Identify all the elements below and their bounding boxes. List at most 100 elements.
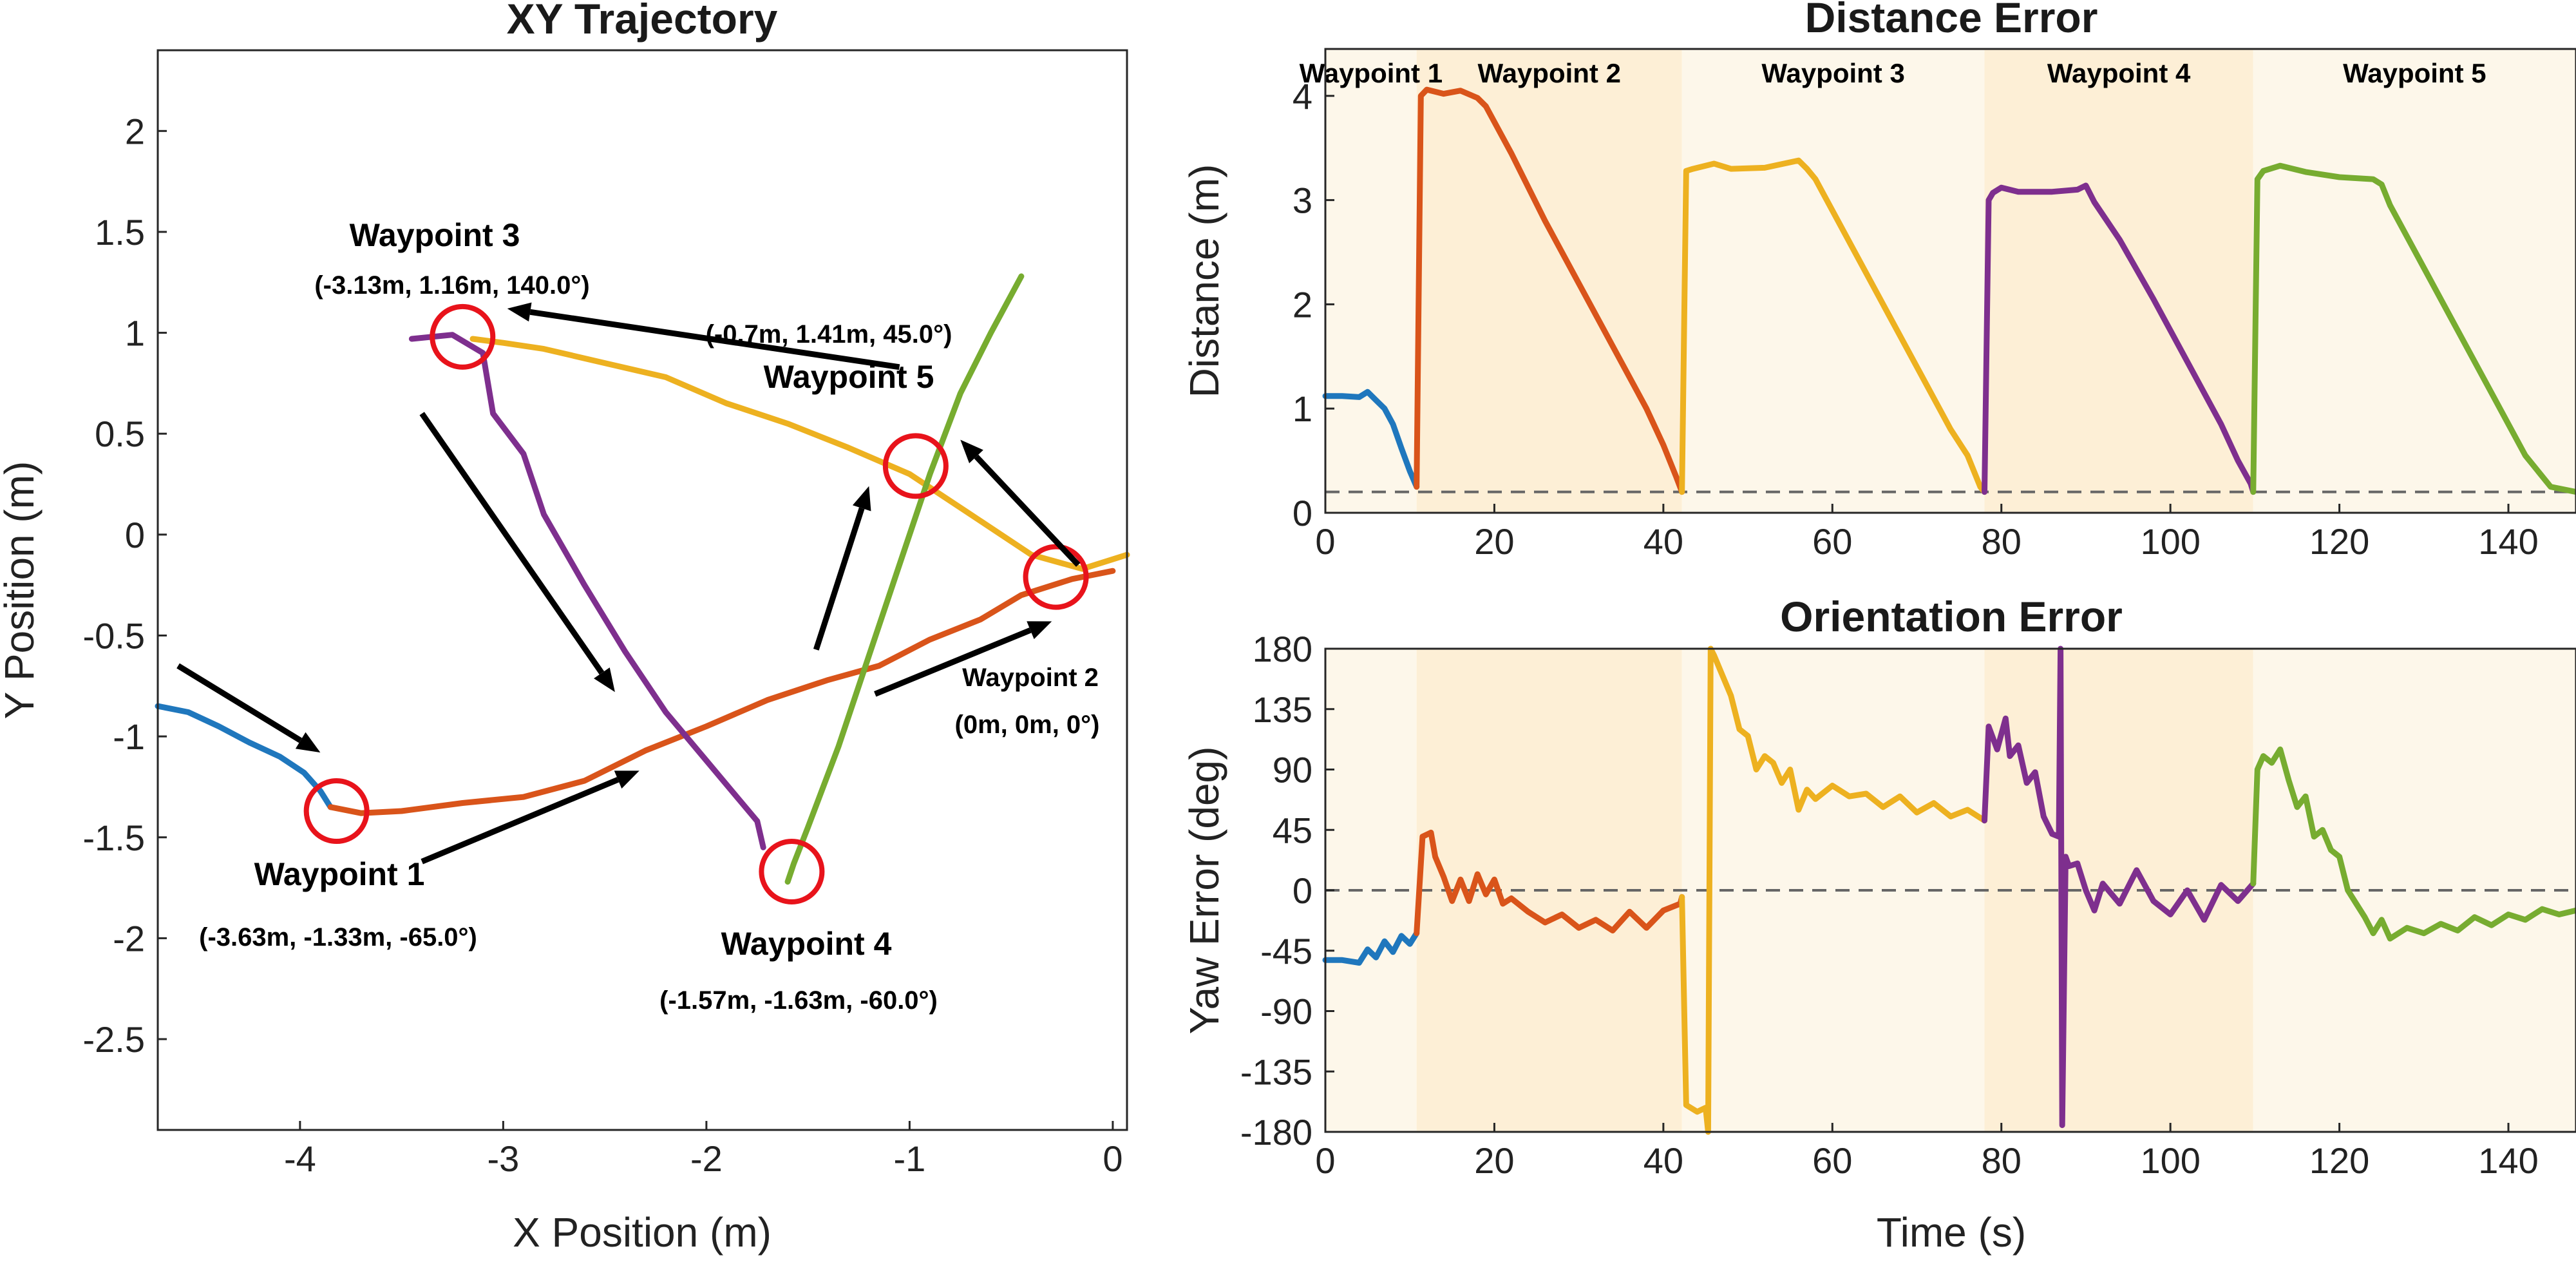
xy-y-tick-label: -0.5 — [83, 615, 146, 656]
distance-series-3 — [1679, 157, 1987, 495]
xy-axes-box — [156, 49, 1128, 1131]
waypoint-2-circle — [1023, 544, 1089, 610]
distance-y-tick-label: 0 — [1293, 493, 1312, 533]
xy-x-tick-label: -4 — [284, 1138, 316, 1179]
yaw-x-tick-label: 0 — [1315, 1140, 1335, 1181]
path-arrow-head — [852, 486, 871, 511]
xy-y-tick-label: -2.5 — [83, 1019, 146, 1060]
xy-y-axis-label: Y Position (m) — [0, 461, 43, 720]
distance-band-label-4: Waypoint 4 — [2047, 58, 2191, 88]
distance-band-label-2: Waypoint 2 — [1477, 58, 1620, 88]
path-arrow-head — [1027, 621, 1052, 640]
xy-trajectory-panel: XY Trajectory -4 -3 -2 -1 0 -2.5 -2 -1.5 -1 -0.5 0… — [0, 0, 1130, 1256]
xy-x-tick-label: -3 — [487, 1138, 519, 1179]
path-arrow-shaft — [421, 777, 620, 865]
waypoint-4-circle — [759, 839, 825, 905]
xy-tick-labels: -4 -3 -2 -1 0 -2.5 -2 -1.5 -1 -0.5 0 0.5 1 1.5 2 — [83, 111, 1123, 1179]
xy-y-tick-label: 0 — [125, 515, 145, 555]
xy-series-5 — [784, 273, 1025, 885]
xy-x-tick-label: -1 — [894, 1138, 926, 1179]
xy-y-tick-label: 1 — [125, 313, 145, 354]
yaw-x-tick-label: 120 — [2309, 1140, 2369, 1181]
path-arrow-head — [614, 770, 639, 789]
yaw-x-tick-label: 100 — [2140, 1140, 2200, 1181]
distance-band-3 — [1681, 49, 1985, 513]
orientation-chart-title: Orientation Error — [1780, 593, 2123, 640]
xy-x-tick-label: 0 — [1103, 1138, 1122, 1179]
waypoint-1-circle — [303, 778, 370, 845]
path-arrow-shaft — [176, 663, 303, 743]
yaw-y-tick-label: -135 — [1240, 1051, 1312, 1092]
waypoint-2-coords: (0m, 0m, 0°) — [955, 711, 1100, 739]
xy-y-tick-label: 0.5 — [95, 414, 145, 454]
yaw-tick-labels: 0 20 40 60 80 100 120 140 -180 -135 -90 -45 0 45 90 135… — [1240, 629, 2539, 1181]
xy-y-tick-label: -2 — [113, 918, 145, 959]
xy-plot-area — [158, 50, 1127, 1130]
path-arrow-head — [960, 439, 983, 464]
waypoint-4-coords: (-1.57m, -1.63m, -60.0°) — [659, 986, 938, 1015]
xy-direction-arrows — [176, 302, 1081, 865]
distance-y-tick-label: 2 — [1293, 284, 1312, 325]
xy-chart-title: XY Trajectory — [507, 0, 778, 43]
distance-series-2 — [1414, 86, 1685, 495]
yaw-y-tick-label: -90 — [1260, 991, 1312, 1032]
xy-y-tick-label: -1 — [113, 716, 145, 757]
xy-series-3 — [469, 336, 1130, 572]
waypoint-3-circle — [430, 303, 496, 370]
distance-chart-title: Distance Error — [1805, 0, 2098, 41]
yaw-y-tick-label: -45 — [1260, 931, 1312, 971]
path-arrow-shaft — [529, 309, 900, 370]
waypoint-1-coords: (-3.63m, -1.33m, -65.0°) — [199, 923, 477, 951]
path-arrow-head — [594, 667, 615, 693]
distance-axes-box — [1324, 48, 2576, 514]
xy-y-tick-label: -1.5 — [83, 817, 146, 858]
path-arrow-shaft — [874, 627, 1032, 697]
path-arrow-shaft — [813, 507, 865, 651]
waypoint-3-coords: (-3.13m, 1.16m, 140.0°) — [314, 271, 589, 300]
yaw-x-tick-label: 140 — [2478, 1140, 2538, 1181]
yaw-series-4 — [1982, 645, 2257, 1129]
xy-series-4 — [408, 332, 766, 850]
yaw-series-5 — [2250, 746, 2576, 942]
yaw-x-tick-label: 40 — [1643, 1140, 1683, 1181]
distance-band-label-3: Waypoint 3 — [1761, 58, 1904, 88]
xy-y-tick-label: 2 — [125, 111, 145, 151]
distance-x-tick-label: 100 — [2140, 521, 2200, 562]
distance-x-tick-label: 80 — [1982, 521, 2022, 562]
distance-tick-labels: 0 20 40 60 80 100 120 140 0 1 2 3 4 — [1293, 76, 2539, 562]
distance-x-tick-label: 40 — [1643, 521, 1683, 562]
yaw-series-lines — [1322, 645, 2576, 1135]
distance-waypoint-bands — [1325, 49, 2576, 513]
waypoint-1-label: Waypoint 1 — [254, 856, 425, 892]
yaw-series-3 — [1679, 645, 1987, 1135]
path-arrow-shaft — [974, 454, 1081, 567]
distance-series-4 — [1982, 182, 2257, 495]
distance-y-tick-label: 4 — [1293, 76, 1312, 117]
yaw-y-tick-label: 45 — [1273, 810, 1312, 850]
distance-series-1 — [1322, 388, 1420, 490]
distance-y-tick-label: 3 — [1293, 180, 1312, 221]
waypoint-5-circle — [882, 433, 949, 499]
distance-series-lines — [1322, 86, 2576, 495]
waypoint-4-label: Waypoint 4 — [721, 926, 892, 962]
waypoint-5-coords: (-0.7m, 1.41m, 45.0°) — [706, 320, 952, 349]
distance-x-tick-label: 20 — [1474, 521, 1514, 562]
distance-band-5 — [2253, 49, 2576, 513]
distance-error-panel: Distance Error Waypoint 1 Waypoint 2 Waypo… — [1181, 0, 2576, 562]
xy-x-tick-label: -2 — [690, 1138, 723, 1179]
waypoint-5-label: Waypoint 5 — [764, 359, 934, 395]
distance-x-tick-label: 140 — [2478, 521, 2538, 562]
yaw-waypoint-bands — [1325, 649, 2576, 1132]
distance-band-label-5: Waypoint 5 — [2343, 58, 2486, 88]
distance-band-label-1: Waypoint 1 — [1300, 58, 1443, 88]
yaw-x-tick-label: 60 — [1812, 1140, 1852, 1181]
path-arrow-head — [295, 732, 321, 753]
path-arrow-head — [507, 302, 532, 322]
yaw-y-tick-label: 0 — [1293, 870, 1312, 911]
xy-series-lines — [155, 273, 1130, 885]
xy-waypoint-markers — [303, 303, 1089, 905]
xy-y-tick-label: 1.5 — [95, 212, 145, 253]
distance-band-2 — [1416, 49, 1682, 513]
waypoint-2-label: Waypoint 2 — [962, 664, 1099, 692]
yaw-y-tick-label: 180 — [1253, 629, 1312, 669]
